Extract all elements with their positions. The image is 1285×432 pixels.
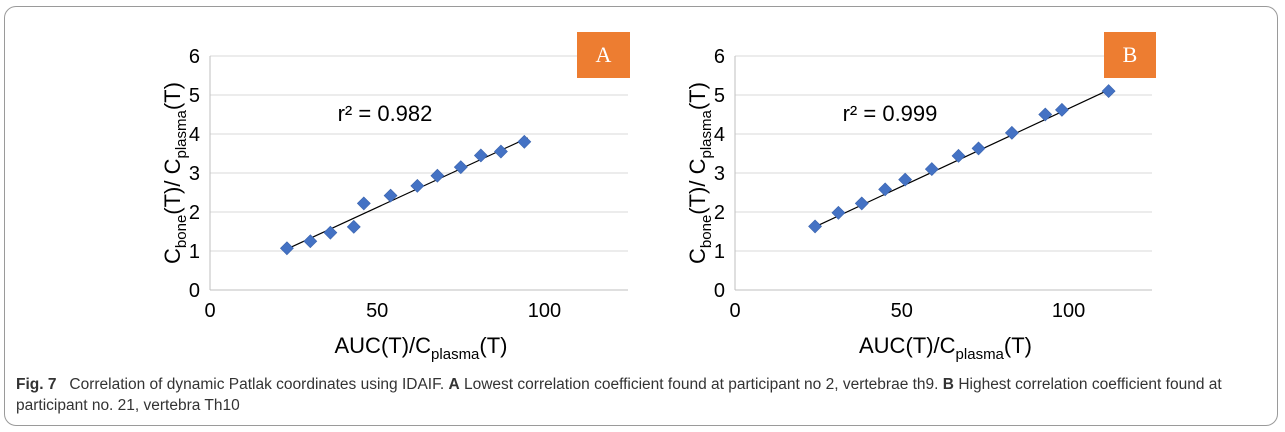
y-axis-label-tail: (T)	[160, 82, 185, 110]
caption-lead: Correlation of dynamic Patlak coordinate…	[69, 376, 445, 393]
caption-a-text: Lowest correlation coefficient found at …	[464, 376, 939, 393]
y-axis-label-mid: (T)/ C	[160, 158, 185, 214]
y-tick-label: 5	[714, 85, 725, 107]
y-axis-label-sub1: bone	[173, 215, 190, 248]
data-point	[951, 148, 966, 163]
x-axis-label: AUC(T)/Cplasma(T)	[859, 333, 1032, 363]
r-squared-label: r² = 0.982	[338, 101, 433, 126]
x-axis-label: AUC(T)/Cplasma(T)	[335, 333, 508, 363]
y-axis-label-tail: (T)	[685, 82, 710, 110]
caption-fig-label: Fig. 7	[16, 376, 57, 393]
data-point	[323, 225, 338, 240]
y-tick-label: 0	[714, 280, 725, 302]
y-tick-label: 0	[189, 280, 200, 302]
data-point	[356, 196, 371, 211]
y-tick-label: 3	[189, 163, 200, 185]
y-tick-label: 3	[714, 163, 725, 185]
y-tick-label: 1	[189, 241, 200, 263]
data-point	[878, 182, 893, 197]
data-point	[1101, 84, 1116, 99]
data-point	[453, 160, 468, 175]
y-axis-label-mid: (T)/ C	[685, 158, 710, 214]
data-point	[346, 219, 361, 234]
x-tick-label: 0	[729, 300, 740, 322]
panel-box	[1104, 32, 1156, 78]
trendline	[286, 137, 528, 250]
panel-box	[577, 32, 630, 78]
data-point	[1055, 102, 1069, 117]
data-point	[1004, 125, 1019, 140]
data-point	[410, 178, 425, 193]
caption-a-label: A	[448, 376, 460, 393]
y-tick-label: 4	[714, 124, 725, 146]
y-axis-label: Cbone(T)/ Cplasma(T)	[160, 82, 190, 264]
x-axis-label-main: AUC(T)/C	[859, 333, 956, 358]
y-tick-label: 6	[189, 46, 200, 68]
x-axis-label-tail: (T)	[479, 333, 507, 358]
panel-letter: B	[1123, 42, 1138, 67]
y-axis-label-sub2: plasma	[698, 109, 715, 158]
y-tick-label: 6	[714, 46, 725, 68]
x-tick-label: 100	[1052, 300, 1085, 322]
data-point	[494, 144, 508, 159]
x-axis-label-sub: plasma	[431, 346, 480, 363]
figure-frame	[4, 6, 1278, 426]
caption-b-label: B	[942, 376, 954, 393]
x-tick-label: 50	[891, 300, 913, 322]
x-tick-label: 0	[204, 300, 215, 322]
data-point	[383, 188, 398, 203]
x-axis-label-sub: plasma	[956, 346, 1005, 363]
y-axis-label: Cbone(T)/ Cplasma(T)	[685, 82, 715, 264]
data-point	[831, 205, 846, 220]
y-axis-label-sub2: plasma	[173, 109, 190, 158]
data-point	[473, 148, 488, 163]
panel-letter: A	[596, 42, 612, 67]
y-axis-label-c: C	[685, 248, 710, 264]
figure-caption: Fig. 7 Correlation of dynamic Patlak coo…	[16, 374, 1266, 416]
x-axis-label-main: AUC(T)/C	[335, 333, 432, 358]
data-point	[854, 196, 869, 211]
y-tick-label: 1	[714, 241, 725, 263]
data-point	[303, 234, 318, 249]
r-squared-label: r² = 0.999	[843, 101, 938, 126]
data-point	[1038, 107, 1053, 122]
data-point	[898, 172, 913, 187]
y-tick-label: 4	[189, 124, 200, 146]
x-tick-label: 50	[366, 300, 388, 322]
data-point	[971, 141, 986, 156]
y-tick-label: 5	[189, 85, 200, 107]
data-point	[279, 241, 294, 256]
x-axis-label-tail: (T)	[1004, 333, 1032, 358]
caption-b-text: Highest correlation coefficient found at…	[16, 376, 1222, 414]
data-point	[517, 134, 532, 149]
data-point	[924, 162, 939, 177]
y-tick-label: 2	[189, 202, 200, 224]
y-axis-label-sub1: bone	[698, 215, 715, 248]
data-point	[808, 219, 822, 234]
data-point	[430, 168, 445, 183]
y-tick-label: 2	[714, 202, 725, 224]
y-axis-label-c: C	[160, 248, 185, 264]
x-tick-label: 100	[528, 300, 561, 322]
